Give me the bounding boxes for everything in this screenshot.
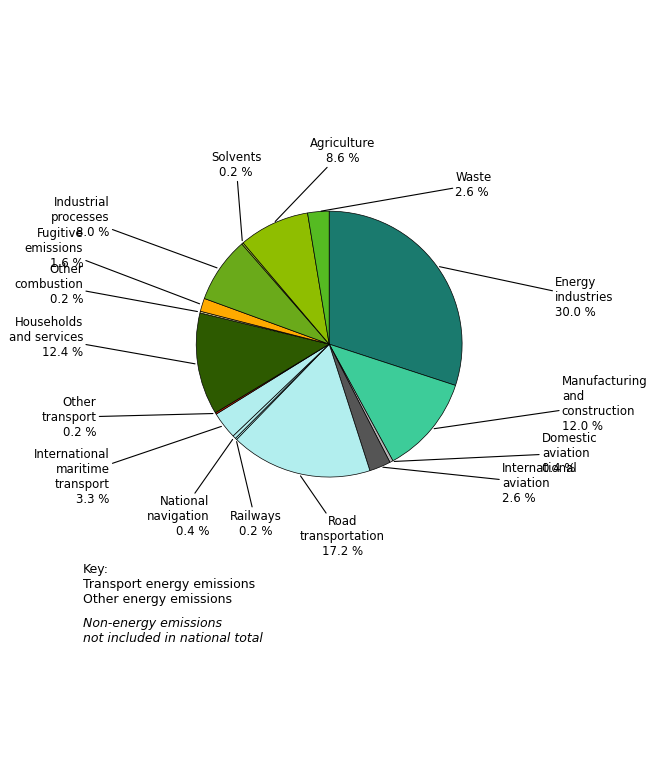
Text: Other
combustion
0.2 %: Other combustion 0.2 % <box>14 263 197 312</box>
Wedge shape <box>329 211 462 386</box>
Text: Manufacturing
and
construction
12.0 %: Manufacturing and construction 12.0 % <box>434 375 647 433</box>
Wedge shape <box>215 344 329 414</box>
Text: Fugitive
emissions
1.6 %: Fugitive emissions 1.6 % <box>25 227 199 304</box>
Text: Key:
Transport energy emissions
Other energy emissions: Key: Transport energy emissions Other en… <box>84 564 255 607</box>
Text: Other
transport
0.2 %: Other transport 0.2 % <box>41 396 213 439</box>
Text: National
navigation
0.4 %: National navigation 0.4 % <box>147 439 233 538</box>
Text: Industrial
processes
8.0 %: Industrial processes 8.0 % <box>51 197 217 268</box>
Wedge shape <box>201 299 329 344</box>
Text: Waste
2.6 %: Waste 2.6 % <box>321 170 492 211</box>
Text: Households
and services
12.4 %: Households and services 12.4 % <box>9 316 195 364</box>
Text: Non-energy emissions
not included in national total: Non-energy emissions not included in nat… <box>84 617 263 644</box>
Text: Energy
industries
30.0 %: Energy industries 30.0 % <box>440 266 614 319</box>
Wedge shape <box>205 244 329 344</box>
Text: International
aviation
2.6 %: International aviation 2.6 % <box>383 462 578 505</box>
Wedge shape <box>200 311 329 344</box>
Wedge shape <box>329 344 390 471</box>
Wedge shape <box>242 243 329 344</box>
Text: Road
transportation
17.2 %: Road transportation 17.2 % <box>300 476 385 558</box>
Wedge shape <box>329 344 455 461</box>
Wedge shape <box>243 213 329 344</box>
Wedge shape <box>233 344 329 439</box>
Text: Domestic
aviation
0.4 %: Domestic aviation 0.4 % <box>394 432 597 475</box>
Wedge shape <box>196 313 329 412</box>
Wedge shape <box>216 344 329 436</box>
Text: International
maritime
transport
3.3 %: International maritime transport 3.3 % <box>34 426 222 506</box>
Text: Solvents
0.2 %: Solvents 0.2 % <box>211 151 261 240</box>
Wedge shape <box>237 344 370 477</box>
Wedge shape <box>307 211 329 344</box>
Wedge shape <box>329 344 393 462</box>
Text: Railways
0.2 %: Railways 0.2 % <box>230 442 282 538</box>
Text: Agriculture
8.6 %: Agriculture 8.6 % <box>275 137 375 221</box>
Wedge shape <box>236 344 329 439</box>
